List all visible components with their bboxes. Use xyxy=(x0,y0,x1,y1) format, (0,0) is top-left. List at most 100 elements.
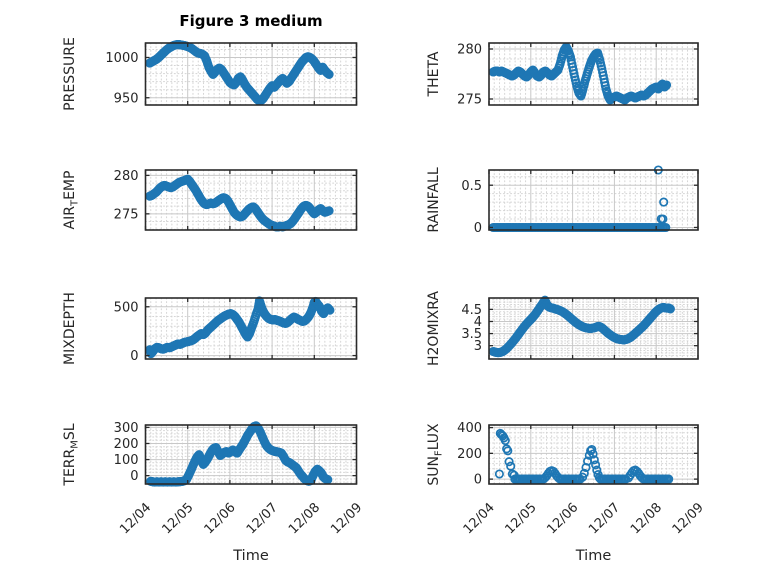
y-tick-label: 200 xyxy=(457,447,482,462)
x-tick-label: 12/09 xyxy=(670,500,707,537)
x-tick-label: 12/07 xyxy=(586,500,623,537)
subplot-sun-flux: 0 200 400 12/04 12/05 12/06 12/07 12/08 12/09 SUN… xyxy=(426,421,707,537)
axes-spines xyxy=(144,42,358,106)
data-point xyxy=(509,470,519,480)
tick-marks xyxy=(144,170,358,230)
y-axis-label: MIXDEPTH xyxy=(62,292,78,365)
data-point xyxy=(589,455,599,465)
h2omixra-series xyxy=(488,295,675,358)
y-tick-label: 0.5 xyxy=(461,179,482,194)
y-tick-label: 200 xyxy=(114,437,139,452)
y-axis-label: PRESSURE xyxy=(62,37,78,111)
figure-title: Figure 3 medium xyxy=(179,12,323,30)
data-point xyxy=(594,473,604,483)
data-point xyxy=(659,197,669,207)
data-point xyxy=(658,214,668,224)
axes-spines xyxy=(144,424,358,485)
y-axis-label: AIRTEMP xyxy=(62,171,81,230)
axes-spines xyxy=(488,424,699,485)
data-point xyxy=(591,460,601,470)
data-point xyxy=(500,435,510,446)
y-tick-label: 100 xyxy=(114,453,139,468)
data-point xyxy=(587,444,597,455)
x-tick-label: 12/06 xyxy=(202,500,239,537)
y-tick-label: 400 xyxy=(457,421,482,436)
y-tick-label: 280 xyxy=(114,169,139,184)
data-point xyxy=(662,80,672,90)
x-tick-label: 12/08 xyxy=(286,500,323,537)
y-tick-label: 0 xyxy=(130,349,138,364)
axes-spines xyxy=(144,297,358,360)
tick-marks xyxy=(144,43,358,105)
y-axis-label: TERRMSL xyxy=(62,423,81,486)
data-point xyxy=(664,474,674,484)
tick-marks xyxy=(144,298,358,359)
y-tick-label: 4 xyxy=(474,315,482,330)
data-point xyxy=(503,446,513,456)
x-axis-label-left: Time xyxy=(233,548,269,564)
mixdepth-series xyxy=(145,296,335,359)
theta-series xyxy=(488,42,672,105)
y-tick-label: 950 xyxy=(114,91,139,106)
data-point xyxy=(588,449,598,459)
axes-spines xyxy=(488,42,699,106)
rainfall-series xyxy=(488,165,671,233)
y-axis-label: THETA xyxy=(426,51,442,97)
subplot-air-temp: 275 280 AIRTEMP xyxy=(62,169,358,232)
y-tick-label: 275 xyxy=(114,207,139,222)
axes-spines xyxy=(144,169,358,231)
y-tick-label: 500 xyxy=(114,300,139,315)
data-point xyxy=(552,471,562,481)
data-point xyxy=(579,468,589,478)
data-point xyxy=(324,69,334,79)
y-tick-label: 0 xyxy=(474,221,482,236)
y-tick-label: 1000 xyxy=(105,51,138,66)
y-tick-label: 0 xyxy=(474,473,482,488)
sun-flux-series xyxy=(494,428,674,484)
x-tick-label: 12/09 xyxy=(328,500,365,537)
air-temp-series xyxy=(145,174,334,232)
tick-marks xyxy=(488,298,699,359)
subplot-pressure: 950 1000 PRESSURE xyxy=(62,37,358,111)
x-axis-label-right: Time xyxy=(575,548,612,564)
y-tick-label: 4.5 xyxy=(461,303,482,318)
data-point xyxy=(324,206,334,216)
data-point xyxy=(665,304,675,314)
y-tick-label: 275 xyxy=(457,93,482,108)
axes-spines xyxy=(488,297,699,360)
tick-marks xyxy=(488,43,699,105)
y-tick-label: 3.5 xyxy=(461,327,482,342)
y-axis-label: H2OMIXRA xyxy=(426,291,442,366)
y-axis-label: RAINFALL xyxy=(426,167,442,232)
data-point xyxy=(494,469,504,479)
y-tick-label: 3 xyxy=(474,339,482,354)
data-point xyxy=(661,222,671,233)
y-tick-label: 300 xyxy=(114,421,139,436)
pressure-series xyxy=(145,40,334,106)
terr-msl-series xyxy=(146,421,333,487)
y-tick-label: 0 xyxy=(130,469,138,484)
subplot-h2omixra: 33.544.5 H2OMIXRA xyxy=(426,291,699,366)
subplot-rainfall: 0 0.5 RAINFALL xyxy=(426,165,699,236)
axes-spines xyxy=(488,169,699,231)
y-tick-label: 280 xyxy=(457,43,482,58)
y-axis-label: SUNFLUX xyxy=(426,423,445,486)
data-point xyxy=(635,471,645,481)
subplot-theta: 275 280 THETA xyxy=(426,42,699,108)
data-point xyxy=(504,457,514,467)
tick-marks xyxy=(488,425,699,484)
x-tick-label: 12/07 xyxy=(244,500,281,537)
tick-marks xyxy=(488,170,699,230)
x-tick-label: 12/06 xyxy=(544,500,581,537)
x-tick-label: 12/04 xyxy=(461,500,498,537)
x-tick-label: 12/04 xyxy=(117,500,154,537)
data-point xyxy=(325,305,335,315)
subplot-mixdepth: 0 500 MIXDEPTH xyxy=(62,292,358,365)
data-point xyxy=(637,473,647,483)
data-point xyxy=(592,465,602,475)
x-tick-label: 12/08 xyxy=(628,500,665,537)
data-point xyxy=(553,473,563,483)
